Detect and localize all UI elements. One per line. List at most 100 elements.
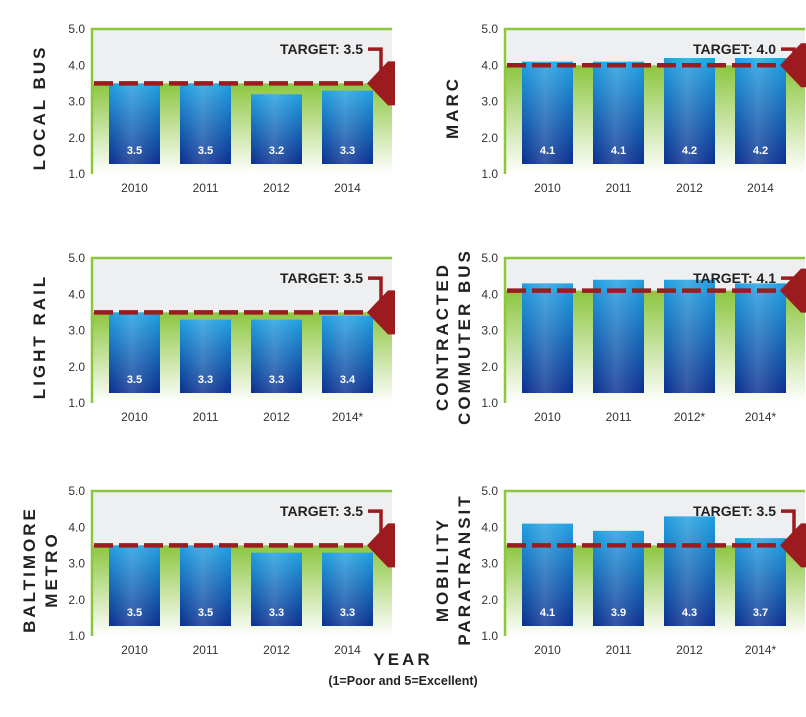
y-tick-label: 3.0	[481, 95, 498, 109]
y-tick-label: 4.0	[481, 520, 498, 534]
panel-title: MARC	[443, 76, 462, 139]
bar-value-label: 3.3	[340, 145, 355, 157]
target-arrow	[367, 290, 395, 335]
x-tick-label: 2014	[747, 181, 774, 195]
bar-highlight	[322, 316, 373, 393]
bar-highlight	[109, 545, 160, 626]
target-label: TARGET: 4.1	[693, 270, 776, 286]
bar-highlight	[664, 279, 715, 393]
panel-border	[90, 489, 392, 636]
panel-title: MOBILITY	[433, 517, 452, 622]
bar-highlight	[593, 279, 644, 393]
y-tick-label: 2.0	[68, 131, 85, 145]
bar-highlight	[180, 545, 231, 626]
chart-panel-4: TARGET: 4.1 1.0 2.0 3.0 4.0 5.0 2010 2011 2012* 2…	[433, 248, 806, 425]
bar-value-label: 4.3	[682, 607, 697, 619]
x-tick-label: 2014	[334, 643, 361, 657]
bar-highlight	[522, 523, 573, 626]
x-axis-subtitle: (1=Poor and 5=Excellent)	[328, 674, 478, 688]
y-tick-label: 4.0	[481, 58, 498, 72]
target-label: TARGET: 3.5	[280, 41, 363, 57]
bar-value-label: 3.5	[127, 374, 142, 386]
panel-title: METRO	[42, 531, 61, 607]
x-tick-label: 2010	[534, 181, 561, 195]
target-arrow	[367, 523, 395, 568]
bar-highlight	[735, 58, 786, 164]
x-tick-label: 2011	[193, 181, 219, 195]
x-tick-label: 2011	[606, 410, 632, 424]
bar-value-label: 3.3	[269, 374, 284, 386]
panel-title: PARATRANSIT	[455, 493, 474, 645]
target-arrow	[780, 523, 806, 568]
x-axis-title: YEAR	[373, 650, 433, 669]
bar-highlight	[109, 83, 160, 164]
bar-highlight	[593, 61, 644, 164]
x-tick-label: 2010	[534, 410, 561, 424]
target-arrow	[780, 268, 806, 313]
y-tick-label: 4.0	[68, 58, 85, 72]
x-tick-label: 2010	[121, 410, 148, 424]
x-tick-label: 2014	[334, 181, 361, 195]
chart-panel-1: 3.5 3.5 3.2 3.3 TARGET: 3.5 1.0 2.0 3.0 4.0 5.0 20…	[30, 22, 395, 195]
bar-highlight	[522, 283, 573, 393]
bar-value-label: 3.5	[198, 145, 213, 157]
bar-highlight	[735, 538, 786, 626]
bar-value-label: 3.5	[127, 145, 142, 157]
x-tick-label: 2010	[534, 643, 561, 657]
y-tick-label: 2.0	[481, 360, 498, 374]
x-tick-label: 2012	[676, 181, 703, 195]
x-tick-label: 2014*	[332, 410, 364, 424]
y-tick-label: 4.0	[68, 287, 85, 301]
bar-value-label: 3.3	[340, 607, 355, 619]
y-tick-label: 1.0	[481, 629, 498, 643]
y-tick-label: 5.0	[68, 251, 85, 265]
y-tick-label: 4.0	[481, 287, 498, 301]
bar-value-label: 3.2	[269, 145, 284, 157]
y-tick-label: 3.0	[481, 557, 498, 571]
chart-panel-2: 4.1 4.1 4.2 4.2 TARGET: 4.0 1.0 2.0 3.0 4.0 5.0 20…	[443, 22, 806, 195]
bar-value-label: 4.1	[611, 145, 626, 157]
target-label: TARGET: 3.5	[693, 503, 776, 519]
y-tick-label: 5.0	[68, 484, 85, 498]
panel-title: BALTIMORE	[20, 506, 39, 633]
x-tick-label: 2012	[676, 643, 703, 657]
bar-highlight	[251, 552, 302, 626]
x-tick-label: 2010	[121, 181, 148, 195]
y-tick-label: 3.0	[481, 324, 498, 338]
bar-value-label: 4.2	[682, 145, 697, 157]
x-tick-label: 2012	[263, 181, 290, 195]
bar-value-label: 3.4	[340, 374, 356, 386]
chart-panel-6: 4.1 3.9 4.3 3.7 TARGET: 3.5 1.0 2.0 3.0 4.0 5.0 20…	[433, 484, 806, 657]
target-label: TARGET: 3.5	[280, 270, 363, 286]
y-tick-label: 5.0	[68, 22, 85, 36]
x-tick-label: 2012	[263, 643, 290, 657]
y-tick-label: 1.0	[68, 396, 85, 410]
target-arrow	[780, 43, 806, 88]
panel-title: LIGHT RAIL	[30, 274, 49, 399]
bar-highlight	[522, 61, 573, 164]
bar-value-label: 3.5	[198, 607, 213, 619]
x-tick-label: 2010	[121, 643, 148, 657]
y-tick-label: 5.0	[481, 251, 498, 265]
bar-highlight	[251, 94, 302, 164]
bar-highlight	[322, 552, 373, 626]
x-tick-label: 2011	[193, 643, 219, 657]
target-arrow	[367, 61, 395, 106]
bar-value-label: 3.9	[611, 607, 626, 619]
y-tick-label: 3.0	[68, 324, 85, 338]
x-tick-label: 2012*	[674, 410, 706, 424]
y-tick-label: 2.0	[481, 593, 498, 607]
y-tick-label: 3.0	[68, 95, 85, 109]
bar-highlight	[735, 283, 786, 393]
chart-panel-3: 3.5 3.3 3.3 3.4 TARGET: 3.5 1.0 2.0 3.0 4.0 5.0 20…	[30, 251, 395, 424]
bar-value-label: 3.3	[198, 374, 213, 386]
chart-panel-5: 3.5 3.5 3.3 3.3 TARGET: 3.5 1.0 2.0 3.0 4.0 5.0 20…	[20, 484, 395, 657]
target-label: TARGET: 3.5	[280, 503, 363, 519]
x-tick-label: 2014*	[745, 643, 777, 657]
panel-border	[90, 27, 392, 174]
bar-value-label: 4.1	[540, 607, 555, 619]
panel-title: CONTRACTED	[433, 262, 452, 411]
y-tick-label: 1.0	[481, 396, 498, 410]
